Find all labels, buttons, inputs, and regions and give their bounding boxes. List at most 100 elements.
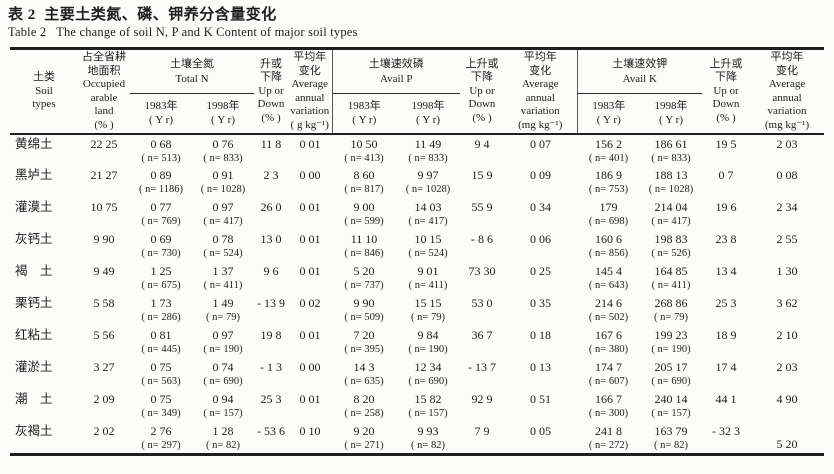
- n-1998-cell: 1 37( n= 411): [192, 262, 254, 294]
- k-updown-value: 19 5: [715, 137, 737, 151]
- sample-count: ( n= 82): [411, 440, 445, 451]
- sample-count: ( n= 157): [408, 408, 448, 419]
- p-updown-value: - 8 6: [471, 232, 493, 246]
- n-updown-value: 26 0: [260, 200, 282, 214]
- area-value: 10 75: [90, 200, 118, 214]
- sample-count: ( n= 524): [408, 248, 448, 259]
- k-updown-value: 44 1: [715, 392, 737, 406]
- sample-count: ( n= 635): [344, 376, 384, 387]
- k-1983-cell: 214 6( n= 502): [577, 294, 640, 326]
- sample-count: ( n= 445): [141, 344, 181, 355]
- header-avg-variation-n: 平均年 变化 Average annual variation ( g kg⁻¹…: [288, 48, 333, 134]
- n-updown-value: 25 3: [260, 392, 282, 406]
- n-1998-cell: 1 49( n= 79): [192, 294, 254, 326]
- p-updown-value: 73 30: [468, 264, 496, 278]
- sample-count: ( n= 513): [141, 153, 181, 164]
- header-updown-n: 升或 下降 Up or Down (% ): [257, 57, 285, 124]
- n-1998-cell: 0 97( n= 190): [192, 326, 254, 358]
- p-updown-value: 92 9: [471, 392, 493, 406]
- p-1998-cell: 14 03( n= 417): [396, 198, 460, 230]
- sample-count: ( n= 417): [651, 216, 691, 227]
- n-1983-cell: 2 76( n= 297): [130, 422, 192, 454]
- table-row: 红粘土 5 56 0 81( n= 445) 0 97( n= 190) 19 …: [10, 326, 824, 358]
- table-row: 灌漠土 10 75 0 77( n= 769) 0 97( n= 417) 26…: [10, 198, 824, 230]
- n-updown-value: - 1 3: [260, 360, 282, 374]
- p-1983-cell: 9 00( n= 599): [332, 198, 396, 230]
- k-updown-value: 19 6: [715, 200, 737, 214]
- sample-count: ( n= 79): [206, 312, 240, 323]
- sample-count: ( n= 675): [141, 280, 181, 291]
- n-avg-value: 0 01: [299, 392, 321, 406]
- sample-count: ( n= 526): [651, 248, 691, 259]
- k-updown-value: 23 8: [715, 232, 737, 246]
- sample-count: ( n= 643): [588, 280, 629, 291]
- n-updown-value: 9 6: [263, 264, 279, 278]
- k-1983-cell: 241 8( n= 272): [577, 422, 640, 454]
- k-updown-value: 0 7: [718, 168, 734, 182]
- n-1998-cell: 0 94( n= 157): [192, 390, 254, 422]
- area-value: 21 27: [90, 168, 118, 182]
- n-updown-value: 2 3: [263, 168, 279, 182]
- area-value: 9 90: [93, 232, 115, 246]
- p-1983-cell: 9 20( n= 271): [332, 422, 396, 454]
- table-row: 栗钙土 5 58 1 73( n= 286) 1 49( n= 79) - 13…: [10, 294, 824, 326]
- sample-count: ( n= 698): [588, 216, 629, 227]
- header-avg-variation-p: 平均年 变化 Average annual variation (mg kg⁻¹…: [504, 48, 578, 134]
- header-updown-p: 上升或 下降 Up or Down (% ): [465, 57, 499, 124]
- soil-type-label: 褐 土: [15, 264, 53, 278]
- header-group-avail-p: 土壤速效磷 Avail P: [332, 48, 460, 95]
- sample-count: ( n= 413): [344, 153, 384, 164]
- p-1983-cell: 5 20( n= 737): [332, 262, 396, 294]
- table-row: 潮 土 2 09 0 75( n= 349) 0 94( n= 157) 25 …: [10, 390, 824, 422]
- p-1998-cell: 9 97( n= 1028): [396, 166, 460, 198]
- soil-type-label: 黄绵土: [15, 137, 53, 151]
- k-avg-value: 1 30: [776, 264, 798, 278]
- header-n-1983: 1983年 ( Y r): [144, 100, 178, 126]
- sample-count: ( n= 509): [344, 312, 384, 323]
- sample-count: ( n= 417): [203, 216, 243, 227]
- area-value: 5 56: [93, 328, 115, 342]
- k-avg-value: 4 90: [776, 392, 798, 406]
- k-1998-cell: 164 85( n= 411): [640, 262, 702, 294]
- n-avg-value: 0 02: [299, 296, 321, 310]
- n-1998-cell: 0 91( n= 1028): [192, 166, 254, 198]
- header-soil-types: 土类 Soil types: [32, 71, 56, 111]
- k-1983-cell: 145 4( n= 643): [577, 262, 640, 294]
- k-1998-cell: 163 79( n= 82): [640, 422, 702, 454]
- sample-count: ( n= 349): [141, 408, 181, 419]
- p-avg-value: 0 51: [530, 392, 551, 406]
- k-avg-value: 2 03: [776, 137, 798, 151]
- sample-count: ( n= 730): [141, 248, 181, 259]
- k-1983-cell: 167 6( n= 380): [577, 326, 640, 358]
- p-avg-value: 0 06: [530, 232, 551, 246]
- n-avg-value: 0 01: [299, 200, 321, 214]
- soil-type-label: 潮 土: [15, 392, 53, 406]
- n-avg-value: 0 01: [299, 264, 321, 278]
- area-value: 2 02: [93, 424, 115, 438]
- area-value: 3 27: [93, 360, 115, 374]
- p-1998-cell: 12 34( n= 690): [396, 358, 460, 390]
- n-avg-value: 0 00: [299, 168, 321, 182]
- sample-count: ( n= 82): [206, 440, 240, 451]
- sample-count: ( n= 411): [408, 280, 448, 291]
- sample-count: ( n= 300): [588, 408, 629, 419]
- sample-count: ( n= 411): [203, 280, 243, 291]
- sample-count: ( n= 753): [588, 184, 629, 195]
- soil-type-label: 灰钙土: [15, 232, 53, 246]
- p-1983-cell: 10 50( n= 413): [332, 134, 396, 166]
- k-1983-cell: 179( n= 698): [577, 198, 640, 230]
- sample-count: ( n= 737): [344, 280, 384, 291]
- area-value: 9 49: [93, 264, 115, 278]
- p-avg-value: 0 35: [530, 296, 551, 310]
- k-updown-value: 17 4: [715, 360, 737, 374]
- p-avg-value: 0 09: [530, 168, 551, 182]
- header-k-1983: 1983年 ( Y r): [592, 100, 626, 126]
- sample-count: ( n= 79): [654, 312, 688, 323]
- p-avg-value: 0 05: [530, 424, 551, 438]
- table-header: 土类 Soil types 占全省耕 地面积 Occupied arable l…: [10, 48, 824, 134]
- n-avg-value: 0 01: [299, 232, 321, 246]
- n-1998-cell: 1 28( n= 82): [192, 422, 254, 454]
- n-1998-cell: 0 97( n= 417): [192, 198, 254, 230]
- table-row: 灌淤土 3 27 0 75( n= 563) 0 74( n= 690) - 1…: [10, 358, 824, 390]
